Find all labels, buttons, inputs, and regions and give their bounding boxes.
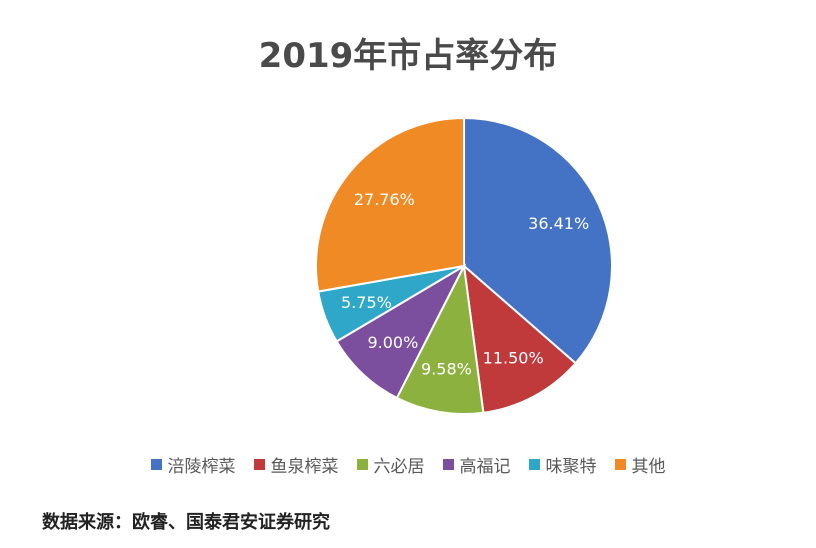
legend-swatch [614,459,626,470]
pie-slice-0 [463,116,613,365]
legend-swatch [528,459,540,470]
legend-swatch [356,459,368,470]
pie-slice-1 [462,263,577,414]
data-label-5: 27.76% [354,190,415,209]
legend-label: 涪陵榨菜 [167,457,236,477]
legend-item-5: 其他 [614,452,666,477]
pie-slice-2 [395,262,485,415]
legend-label: 六必居 [373,457,425,477]
pie-chart: 36.41% 11.50% 9.58%9.00% 5.75% 27.76% [315,116,613,415]
legend-swatch [442,459,454,470]
legend-item-3: 高福记 [442,452,511,477]
legend-item-0: 涪陵榨菜 [150,452,236,477]
pie-slice-3 [335,263,467,400]
data-label-2: 9.58% [421,360,472,379]
source-note: 数据来源：欧睿、国泰君安证券研究 [42,512,330,533]
legend-label: 鱼泉榨菜 [270,457,339,477]
data-label-3: 9.00% [367,333,418,352]
legend-label: 其他 [631,457,666,477]
data-label-1: 11.50% [483,349,544,368]
legend-item-4: 味聚特 [528,452,597,477]
legend-swatch [253,459,265,470]
legend-item-2: 六必居 [356,452,425,477]
pie-slice-5 [315,116,465,293]
data-label-4: 5.75% [341,293,392,312]
legend-label: 高福记 [459,457,511,477]
legend-swatch [150,459,162,470]
legend-item-1: 鱼泉榨菜 [253,452,339,477]
data-label-0: 36.41% [528,214,589,233]
legend-label: 味聚特 [545,457,597,477]
chart-legend: 涪陵榨菜 鱼泉榨菜 六必居 高福记 味聚特 其他 [0,452,816,477]
chart-title: 2019年市占率分布 [258,36,558,76]
